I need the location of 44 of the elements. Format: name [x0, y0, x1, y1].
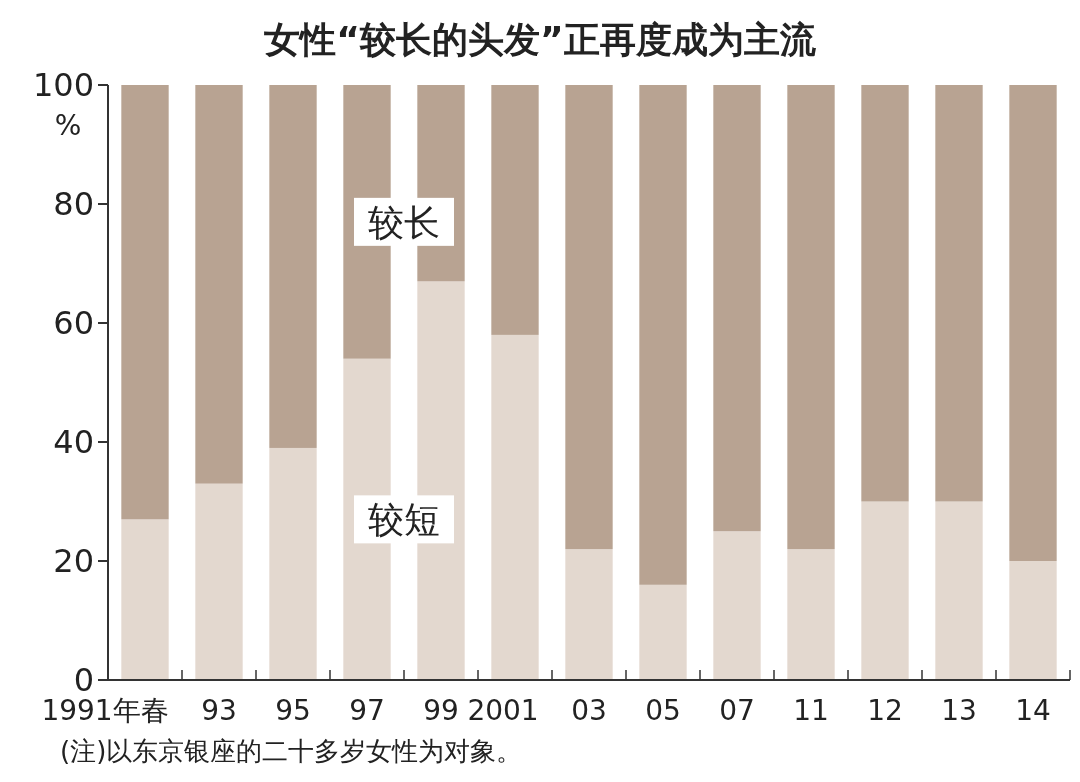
bar — [491, 334, 539, 680]
bar — [121, 85, 169, 520]
x-tick-label: 13 — [941, 694, 977, 727]
x-tick-label: 05 — [645, 694, 681, 727]
bar — [935, 501, 983, 680]
x-tick-label: 12 — [867, 694, 903, 727]
bar — [269, 85, 317, 448]
bar — [1009, 561, 1057, 680]
series-label: 较长 — [368, 201, 440, 243]
bar — [491, 85, 539, 335]
bar — [861, 85, 909, 502]
x-tick-label: 11 — [793, 694, 829, 727]
y-tick-label: 20 — [53, 542, 94, 580]
y-tick-label: 80 — [53, 185, 94, 223]
chart-title: 女性“较长的头发”正再度成为主流 — [264, 19, 816, 60]
text: (注)以东京银座的二十多岁女性为对象。 — [60, 736, 523, 766]
x-tick-label: 03 — [571, 694, 607, 727]
y-tick-label: 40 — [53, 423, 94, 461]
x-tick-label: 07 — [719, 694, 755, 727]
y-axis-title: % — [54, 109, 82, 142]
bar — [861, 501, 909, 680]
x-tick-label: 95 — [275, 694, 311, 727]
x-tick-label: 2001 — [467, 694, 539, 727]
bar — [121, 519, 169, 680]
bar — [565, 85, 613, 550]
bar — [713, 85, 761, 532]
bar — [713, 531, 761, 680]
x-tick-label: 14 — [1015, 694, 1051, 727]
bar — [269, 447, 317, 680]
bar — [195, 85, 243, 484]
bar — [639, 85, 687, 585]
bar — [787, 85, 835, 550]
bar — [639, 584, 687, 680]
series-label: 较短 — [368, 499, 440, 541]
x-tick-label: 99 — [423, 694, 459, 727]
bar — [787, 549, 835, 680]
x-tick-label: 93 — [201, 694, 237, 727]
bar — [1009, 85, 1057, 561]
y-tick-label: 100 — [32, 66, 94, 104]
y-tick-label: 60 — [53, 304, 94, 342]
bar — [195, 483, 243, 680]
x-tick-label: 97 — [349, 694, 385, 727]
bar — [935, 85, 983, 502]
bar — [565, 549, 613, 680]
